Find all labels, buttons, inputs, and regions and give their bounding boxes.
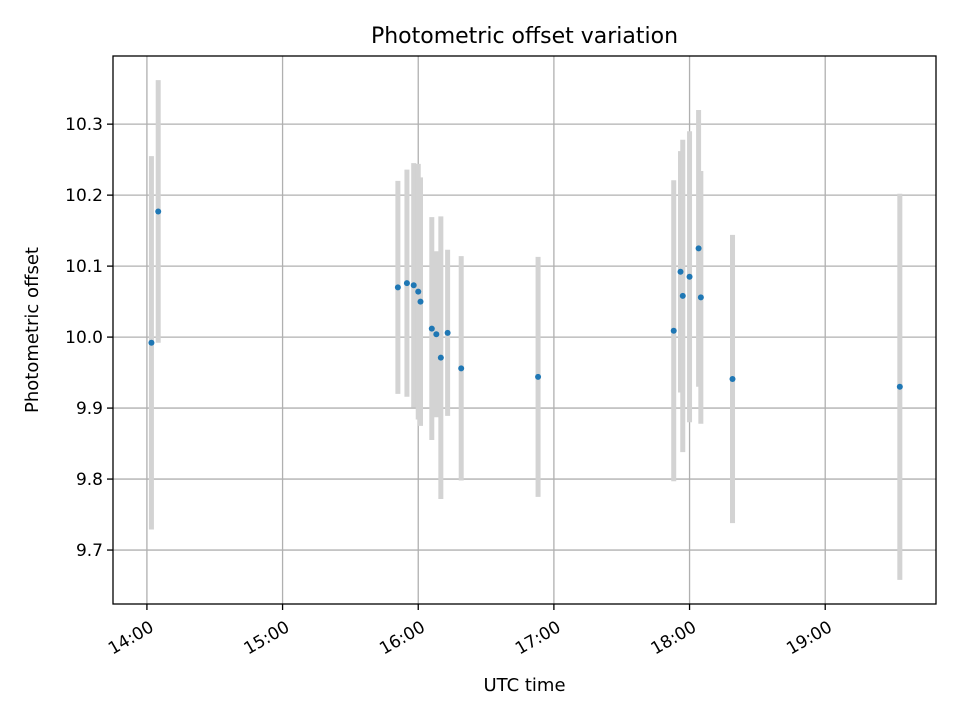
data-point [444, 329, 451, 336]
data-point [695, 245, 702, 252]
data-point [677, 268, 684, 275]
data-point [686, 273, 693, 280]
data-point [428, 325, 435, 332]
data-point [896, 383, 903, 390]
data-point [410, 282, 417, 289]
y-tick-label: 10.0 [65, 328, 103, 348]
data-point [437, 354, 444, 361]
data-point [417, 298, 424, 305]
y-tick-label: 9.9 [76, 399, 103, 419]
y-tick-label: 9.7 [76, 541, 103, 561]
data-point [458, 365, 465, 372]
data-point [155, 208, 162, 215]
x-axis-label: UTC time [483, 675, 565, 696]
y-tick-label: 10.3 [65, 115, 103, 135]
data-point [148, 339, 155, 346]
y-tick-label: 9.8 [76, 470, 103, 490]
plot-area [113, 56, 936, 604]
data-point [403, 280, 410, 287]
plot-frame [112, 55, 937, 605]
data-point [394, 284, 401, 291]
y-tick-label: 10.2 [65, 186, 103, 206]
data-point [433, 331, 440, 338]
data-point [697, 294, 704, 301]
data-point [670, 327, 677, 334]
data-point [415, 288, 422, 295]
chart-title: Photometric offset variation [371, 24, 678, 49]
data-point [535, 373, 542, 380]
data-point [729, 375, 736, 382]
y-axis-label: Photometric offset [22, 247, 43, 413]
data-point [679, 292, 686, 299]
y-tick-label: 10.1 [65, 257, 103, 277]
